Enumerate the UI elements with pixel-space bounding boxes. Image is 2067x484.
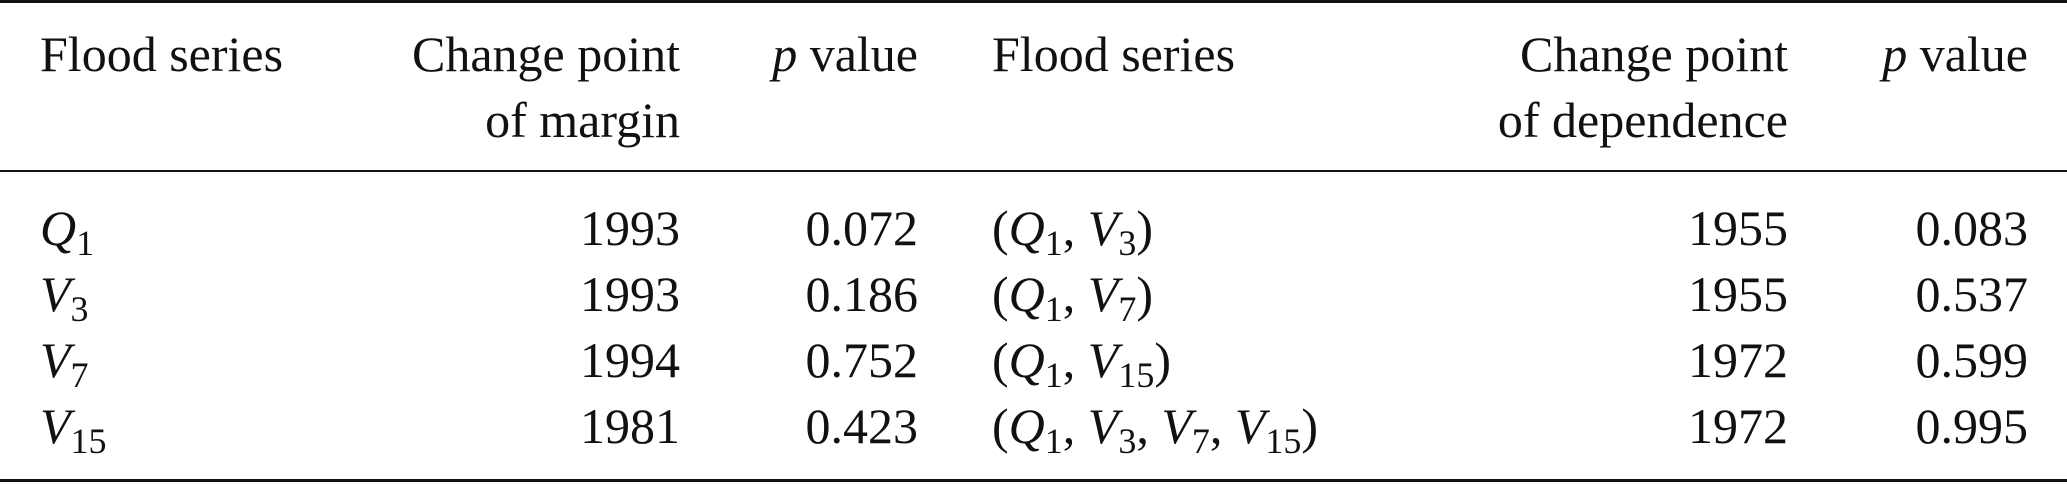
margin-p-value-cell: 0.423: [805, 398, 919, 454]
series-subscript: 1: [76, 223, 95, 264]
margin-p-value-cell: 0.186: [805, 266, 919, 322]
paren-open: (: [992, 200, 1009, 256]
series-subscript: 7: [70, 355, 89, 396]
dep-subscript: 1: [1044, 421, 1063, 462]
dep-variable: Q: [1008, 398, 1045, 454]
header-p-value-2: p value: [1882, 22, 2028, 86]
dep-separator: ,: [1062, 332, 1088, 388]
header-p-symbol: p: [1882, 26, 1908, 82]
dep-subscript: 7: [1118, 289, 1137, 330]
series-subscript: 15: [70, 421, 107, 462]
dependence-series-cell: (Q1, V3, V7, V15): [992, 394, 1319, 462]
dependence-p-value-cell: 0.995: [1915, 398, 2029, 454]
dep-separator: ,: [1062, 266, 1088, 322]
dependence-change-point-cell: 1955: [1688, 200, 1788, 256]
dep-separator: ,: [1136, 398, 1162, 454]
header-change-point-margin-line1: Change point: [411, 26, 680, 82]
dependence-series-cell: (Q1, V15): [992, 328, 1171, 396]
margin-p-value-cell: 0.752: [805, 332, 919, 388]
dep-variable: V: [1087, 332, 1119, 388]
dep-subscript: 3: [1118, 223, 1137, 264]
dependence-change-point-cell: 1955: [1688, 266, 1788, 322]
paren-open: (: [992, 398, 1009, 454]
dep-variable: V: [1087, 266, 1119, 322]
dep-variable: Q: [1008, 266, 1045, 322]
series-cell: Q1: [40, 196, 95, 264]
dependence-series-cell: (Q1, V7): [992, 262, 1153, 330]
header-flood-series-1: Flood series: [40, 26, 284, 82]
series-cell: V7: [40, 328, 89, 396]
series-cell: V15: [40, 394, 107, 462]
margin-change-point-cell: 1993: [580, 266, 680, 322]
margin-p-value-cell: 0.072: [805, 200, 919, 256]
dep-separator: ,: [1062, 200, 1088, 256]
series-subscript: 3: [70, 289, 89, 330]
series-cell: V3: [40, 262, 89, 330]
dependence-p-value-cell: 0.599: [1915, 332, 2029, 388]
dependence-p-value-cell: 0.083: [1915, 200, 2029, 256]
margin-change-point-cell: 1981: [580, 398, 680, 454]
series-variable: V: [40, 266, 71, 322]
header-p-symbol: p: [772, 26, 798, 82]
dependence-series-cell: (Q1, V3): [992, 196, 1153, 264]
paren-open: (: [992, 332, 1009, 388]
header-flood-series-2: Flood series: [992, 26, 1236, 82]
header-p-label: value: [797, 26, 918, 82]
header-change-point-margin-line2: of margin: [485, 92, 680, 148]
dep-separator: ,: [1062, 398, 1088, 454]
dep-subscript: 1: [1044, 223, 1063, 264]
dep-variable: Q: [1008, 332, 1045, 388]
table-header-rule: [0, 170, 2067, 172]
series-variable: V: [40, 398, 71, 454]
paren-close: ): [1301, 398, 1319, 454]
dep-subscript: 3: [1118, 421, 1137, 462]
dep-variable: Q: [1008, 200, 1045, 256]
paren-close: ): [1154, 332, 1171, 388]
header-p-label: value: [1907, 26, 2028, 82]
dep-subscript: 7: [1191, 421, 1210, 462]
dep-variable: V: [1087, 398, 1119, 454]
paren-close: ): [1136, 266, 1153, 322]
header-change-point-dependence-line1: Change point: [1519, 26, 1788, 82]
paren-open: (: [992, 266, 1009, 322]
margin-change-point-cell: 1994: [580, 332, 680, 388]
dep-variable: V: [1161, 398, 1192, 454]
dep-separator: ,: [1209, 398, 1235, 454]
table-top-rule: [0, 0, 2067, 3]
dep-subscript: 1: [1044, 355, 1063, 396]
table-bottom-rule: [0, 479, 2067, 482]
dependence-p-value-cell: 0.537: [1915, 266, 2029, 322]
series-variable: V: [40, 332, 71, 388]
series-variable: Q: [40, 200, 77, 256]
dependence-change-point-cell: 1972: [1688, 332, 1788, 388]
paren-close: ): [1136, 200, 1153, 256]
dep-variable: V: [1234, 398, 1266, 454]
dep-subscript: 1: [1044, 289, 1063, 330]
dep-subscript: 15: [1118, 355, 1155, 396]
header-change-point-dependence-line2: of dependence: [1497, 92, 1788, 148]
dependence-change-point-cell: 1972: [1688, 398, 1788, 454]
dep-variable: V: [1087, 200, 1119, 256]
dep-subscript: 15: [1265, 421, 1302, 462]
margin-change-point-cell: 1993: [580, 200, 680, 256]
header-p-value-1: p value: [772, 22, 918, 86]
